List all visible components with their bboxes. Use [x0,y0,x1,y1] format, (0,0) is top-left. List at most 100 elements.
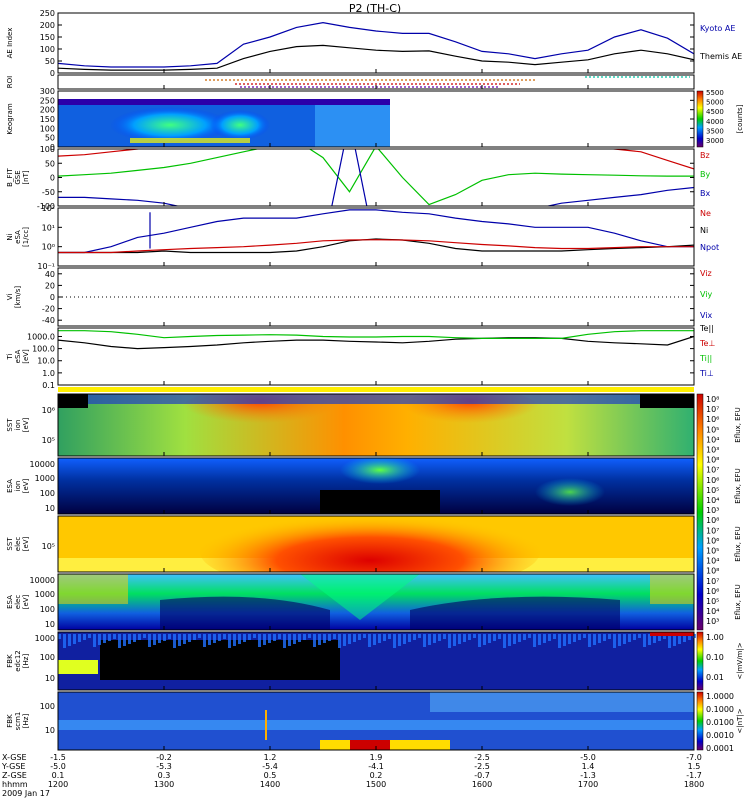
fbk-e-streak [628,634,631,642]
fbk-e-streak [298,634,301,642]
fbk-b-burst-peak [350,740,390,750]
temperature-ylabel-0: Ti [6,353,14,360]
fbk-e-streak [203,634,206,647]
fbk-e-streak [288,634,291,646]
fbk-e-streak [543,634,546,643]
fbk-e-streak [373,634,376,645]
sst-i-ylabel-0: SST [6,418,14,432]
sst-i-tick-label: 10⁵ [42,436,55,445]
sst-i-ylabel-1: ion [14,420,22,431]
temperature-series-Te|| [58,335,694,350]
fbk-e-streak [283,634,286,648]
density-legend-1: Ni [700,226,708,235]
xaxis-value-3-1: 1300 [154,780,174,789]
fbk-e-cbar-label: 0.01 [706,673,724,682]
fbk-e-ylabel-1: edc12 [14,650,22,672]
fbk-e-streak [268,634,271,643]
bfield-series-By [58,149,694,206]
ae-tick-label: 150 [40,33,55,42]
esa-e-tick-label: 100 [40,605,55,614]
xaxis-value-1-2: -5.4 [262,762,278,771]
eflux-cbar-label: 10⁷ [706,466,719,475]
xaxis-date: 2009 Jan 17 [2,789,50,798]
fbk-e-streak [163,634,166,641]
keogram-colorbar [696,90,704,148]
sst-i-ylabel-2: [eV] [22,417,30,432]
xaxis-value-2-6: -1.7 [686,771,702,780]
fbk-e-streak [318,634,321,645]
fbk-e-streak [468,634,471,640]
bfield-ylabel-0: B_FIT [6,167,14,186]
fbk-e-streak [618,634,621,646]
eflux-cbar-label: 10⁴ [706,435,719,444]
fbk-e-streak [323,634,326,643]
xaxis-value-3-6: 1800 [684,780,704,789]
eflux-cbar-label: 10⁸ [706,395,719,404]
esa-i-ylabel-0: ESA [6,479,14,493]
keogram-cbar-unit: [counts] [736,104,744,133]
fbk-e-streak [333,634,336,639]
esa-e-bright-wedge [300,574,420,620]
velocity-legend-1: Viy [700,290,713,299]
bfield-ylabel-2: [nT] [22,170,30,184]
eflux-cbar-label: 10⁷ [706,405,719,414]
temperature-legend-1: Te⊥ [699,339,715,348]
xaxis-row-label-0: X-GSE [2,753,27,762]
fbk-e-streak [408,634,411,642]
fbk-e-streak [563,634,566,646]
fbk-b-ylabel-1: scm1 [14,712,22,731]
fbk-e-streak [123,634,126,646]
xaxis-value-0-0: -1.5 [50,753,66,762]
fbk-e-bright-low [58,660,98,674]
fbk-b-cbar-label: 0.0001 [706,744,734,753]
xaxis-value-1-6: 1.5 [688,762,701,771]
fbk-e-streak [348,634,351,644]
sst-i-top-band [58,394,694,404]
velocity-ylabel-1: [km/s] [14,286,22,309]
xaxis-value-1-1: -5.3 [156,762,172,771]
keogram-aurora-1 [110,107,230,143]
fbk-e-streak [498,634,501,639]
xaxis-value-0-5: -5.0 [580,753,596,762]
eflux-cbar-label: 10⁴ [706,496,719,505]
fbk-e-streak [423,634,426,647]
fbk-e-streak [568,634,571,644]
xaxis-value-0-4: -2.5 [474,753,490,762]
fbk-e-streak [338,634,341,648]
bfield-tick-label: -50 [42,188,55,197]
eflux-cbar-label: 10⁸ [706,456,719,465]
ae-tick-label: 250 [40,9,55,18]
ae-tick-label: 50 [45,57,55,66]
sst-i-fill-left [58,394,88,408]
fbk-e-streak [478,634,481,647]
temperature-legend-3: Ti⊥ [699,369,714,378]
eflux-cbar-label: 10⁴ [706,607,719,616]
xaxis-value-1-0: -5.0 [50,762,66,771]
esa-i-cbar-unit: Eflux, EFU [734,468,742,503]
fbk-e-streak [533,634,536,647]
esa-e-ylabel-2: [eV] [22,594,30,609]
fbk-e-streak [433,634,436,643]
density-ylabel-0: Ni [6,233,14,240]
fbk-e-streak [263,634,266,645]
fbk-e-streak [413,634,416,640]
fbk-e-streak [518,634,521,642]
xaxis-value-3-0: 1200 [48,780,68,789]
keogram-cbar-label: 5000 [706,99,724,107]
density-series-Ni [58,238,694,254]
fbk-e-streak [293,634,296,644]
esa-i-late-population [535,478,605,506]
fbk-e-streak [643,634,646,647]
fbk-e-streak [503,634,506,648]
density-tick-label: 10² [42,204,55,213]
fbk-e-streak [168,634,171,639]
fbk-e-streak [573,634,576,642]
fbk-b-tick-label: 100 [40,702,55,711]
ae-legend-0: Kyoto AE [700,24,735,33]
fbk-e-streak [493,634,496,641]
ae-series-Themis AE [58,44,694,71]
fbk-e-streak [233,634,236,646]
xaxis-value-3-2: 1400 [260,780,280,789]
xaxis-value-2-3: 0.2 [370,771,383,780]
bfield-legend-2: Bx [700,189,710,198]
